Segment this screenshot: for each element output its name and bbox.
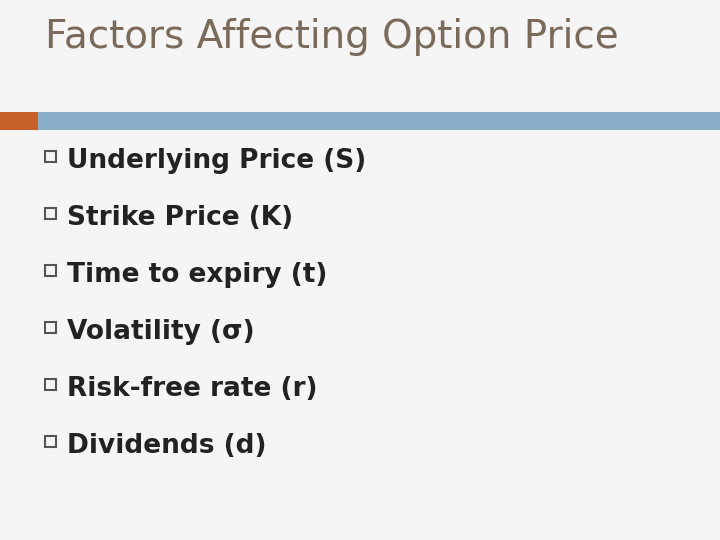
Bar xyxy=(45,436,56,447)
Text: Risk-free rate (r): Risk-free rate (r) xyxy=(67,376,318,402)
Text: Volatility (σ): Volatility (σ) xyxy=(67,319,255,345)
Bar xyxy=(0,112,38,130)
Bar xyxy=(0,112,720,130)
Bar xyxy=(45,208,56,219)
Text: Factors Affecting Option Price: Factors Affecting Option Price xyxy=(45,18,618,56)
Bar xyxy=(45,379,56,390)
Text: Time to expiry (t): Time to expiry (t) xyxy=(67,262,328,288)
Text: Strike Price (K): Strike Price (K) xyxy=(67,205,293,231)
Bar xyxy=(45,151,56,162)
Bar xyxy=(45,322,56,333)
Text: Underlying Price (S): Underlying Price (S) xyxy=(67,148,366,174)
Text: Dividends (d): Dividends (d) xyxy=(67,433,266,459)
Bar xyxy=(45,265,56,276)
